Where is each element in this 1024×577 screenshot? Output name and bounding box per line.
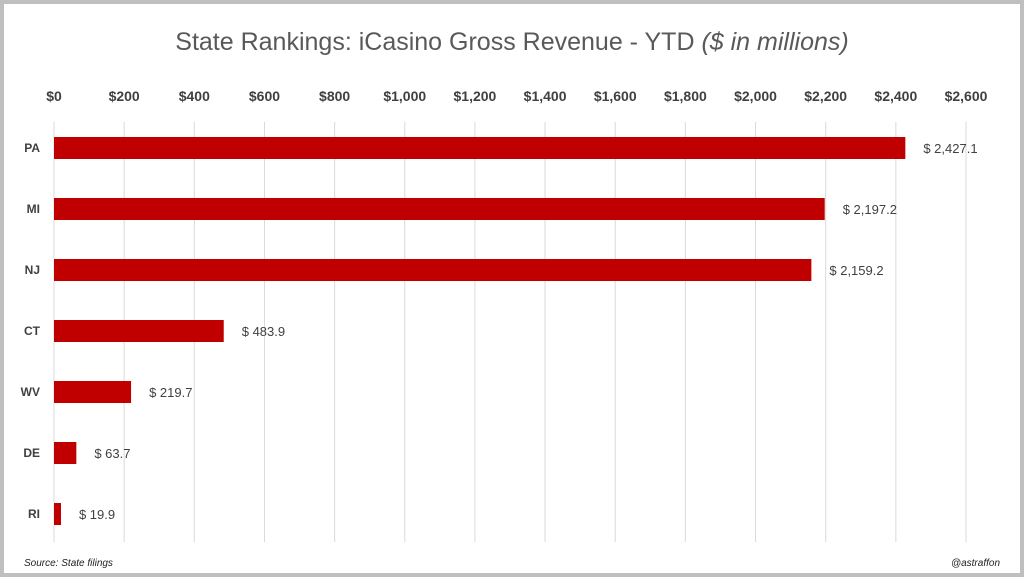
x-tick-label: $200 (109, 88, 140, 104)
x-tick-label: $2,000 (734, 88, 777, 104)
category-label: RI (28, 507, 40, 521)
x-tick-label: $1,200 (454, 88, 497, 104)
title-main: State Rankings: iCasino Gross Revenue - … (175, 28, 695, 56)
bar-nj (54, 259, 812, 281)
data-label: $ 219.7 (149, 385, 192, 400)
category-label: WV (21, 385, 40, 399)
bar-de (54, 442, 77, 464)
x-tick-label: $2,600 (945, 88, 988, 104)
source-note: Source: State filings (24, 558, 113, 569)
bar-ct (54, 320, 224, 342)
data-label: $ 63.7 (94, 446, 130, 461)
category-label: MI (27, 202, 40, 216)
chart-title: State Rankings: iCasino Gross Revenue - … (0, 28, 1024, 57)
category-label: DE (23, 446, 40, 460)
x-tick-label: $2,200 (804, 88, 847, 104)
category-label: PA (24, 141, 40, 155)
data-label: $ 2,197.2 (843, 202, 897, 217)
title-suffix: ($ in millions) (701, 28, 849, 56)
chart-frame (4, 4, 1020, 573)
category-label: CT (24, 324, 41, 338)
data-label: $ 19.9 (79, 507, 115, 522)
data-label: $ 2,159.2 (829, 263, 883, 278)
bar-pa (54, 137, 906, 159)
bar-mi (54, 198, 825, 220)
x-tick-label: $2,400 (874, 88, 917, 104)
category-label: NJ (25, 263, 40, 277)
data-label: $ 2,427.1 (923, 141, 977, 156)
x-tick-label: $0 (46, 88, 62, 104)
bar-ri (54, 503, 61, 525)
x-tick-label: $600 (249, 88, 280, 104)
x-tick-label: $1,800 (664, 88, 707, 104)
x-tick-label: $1,000 (383, 88, 426, 104)
author-credit: @astraffon (950, 558, 1000, 569)
x-tick-label: $1,400 (524, 88, 567, 104)
x-tick-label: $400 (179, 88, 210, 104)
x-tick-label: $800 (319, 88, 350, 104)
data-label: $ 483.9 (242, 324, 285, 339)
bar-wv (54, 381, 132, 403)
x-tick-label: $1,600 (594, 88, 637, 104)
